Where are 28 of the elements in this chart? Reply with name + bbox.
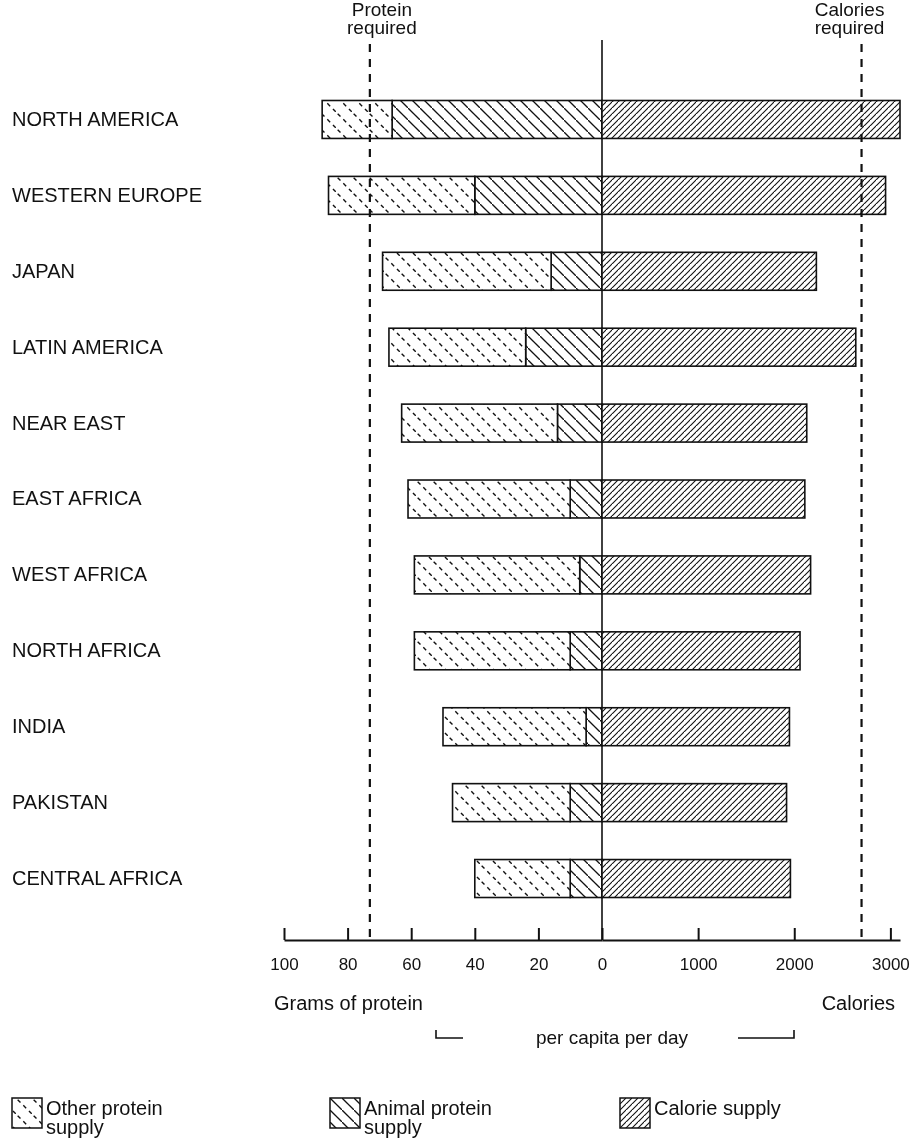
x-tick-label: 3000 [871,955,910,975]
x-tick-label: 100 [270,955,299,975]
y-tick-label: NEAR EAST [12,411,126,434]
ref-line-label: Calories required [814,0,885,38]
y-tick-label: PAKISTAN [12,791,108,814]
y-tick-label: EAST AFRICA [12,487,143,510]
legend-label: Animal protein supply [364,1097,492,1138]
y-tick-label: NORTH AFRICA [12,639,162,662]
y-tick-label: JAPAN [12,259,75,282]
y-tick-label: CENTRAL AFRICA [12,866,184,889]
y-tick-label: NORTH AMERICA [12,107,179,130]
x-tick-label: 2000 [775,955,814,975]
x-axis-title: Calories [821,992,895,1014]
x-tick-label: 0 [597,955,608,975]
y-tick-label: WESTERN EUROPE [12,183,203,206]
x-tick-label: 1000 [679,955,718,975]
x-tick-label: 60 [402,955,422,975]
y-tick-label: INDIA [12,715,66,738]
y-tick-label: LATIN AMERICA [12,335,164,358]
x-tick-label: 40 [465,955,485,975]
legend-label: Other protein supply [46,1097,163,1138]
text: per capita per day [535,1027,689,1048]
x-tick-label: 80 [338,955,358,975]
x-tick-label: 20 [529,955,549,975]
legend-label: Calorie supply [654,1097,781,1119]
x-axis-title: Grams of protein [274,992,423,1014]
y-tick-label: WEST AFRICA [12,563,148,586]
ref-line-label: Protein required [347,0,417,38]
